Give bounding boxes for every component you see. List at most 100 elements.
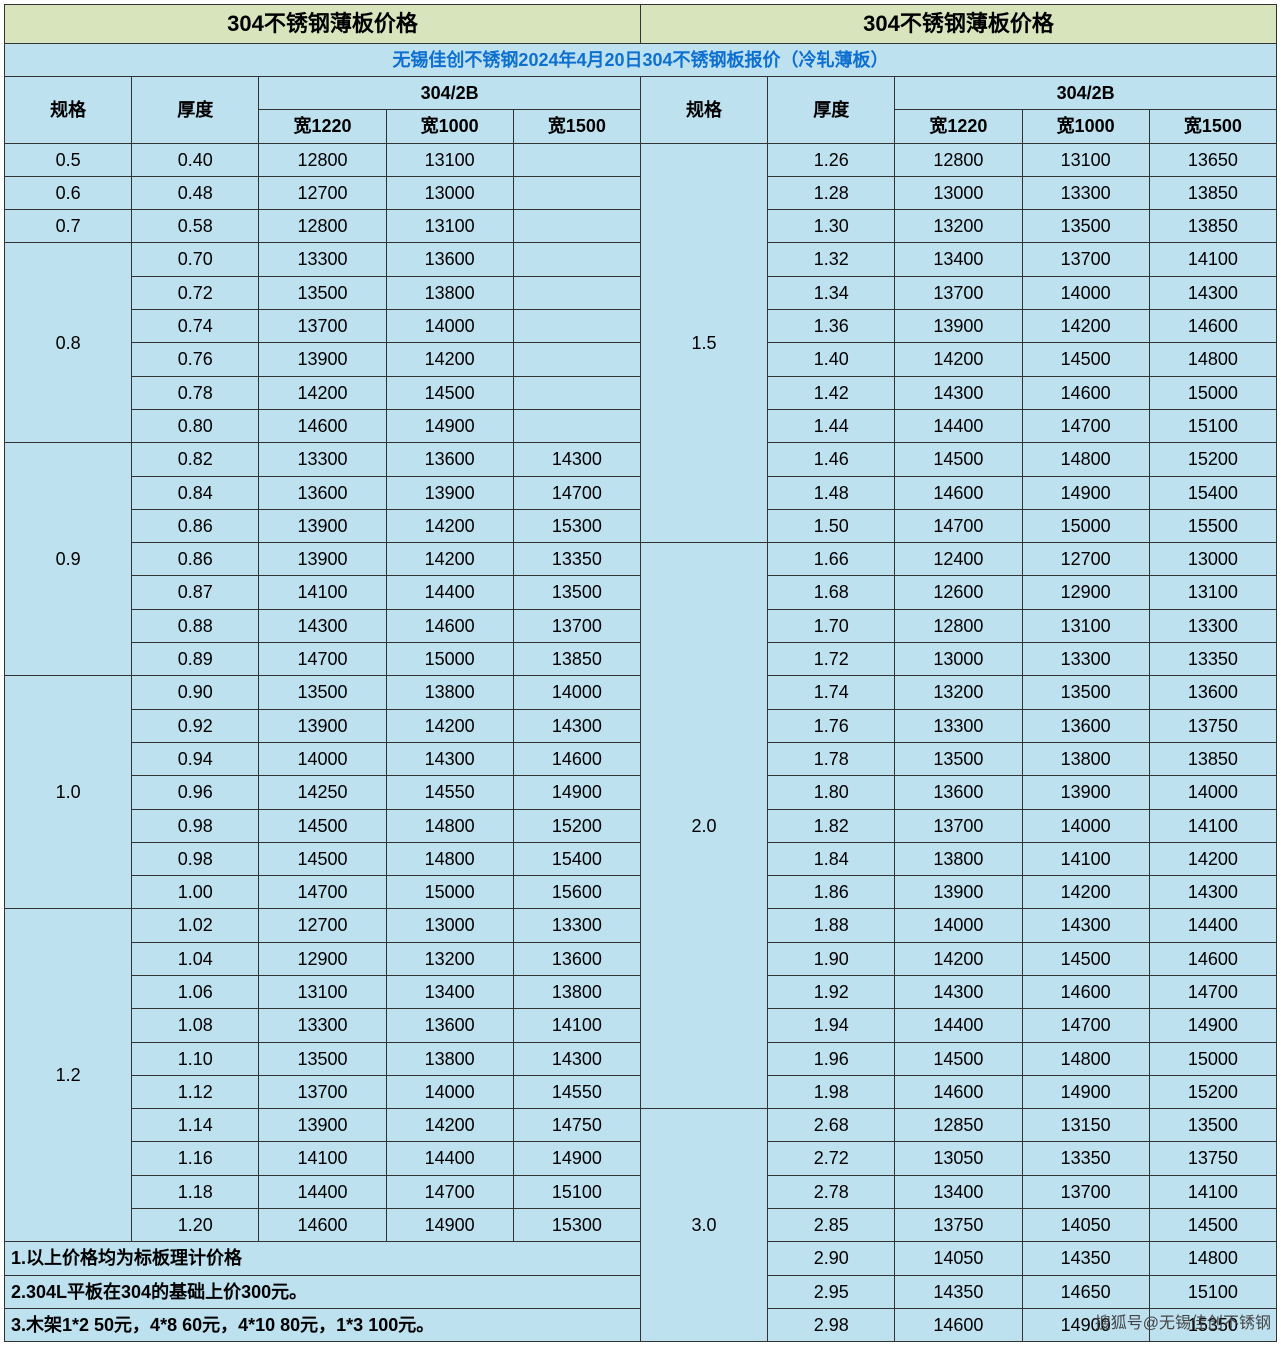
thickness-cell: 0.98 [132,809,259,842]
spec-cell: 0.9 [5,443,132,676]
spec-cell: 0.5 [5,143,132,176]
w1000-cell: 13900 [1022,776,1149,809]
thickness-cell: 0.88 [132,609,259,642]
w1220-cell: 13900 [259,543,386,576]
w1000-cell: 13700 [1022,1175,1149,1208]
w1000-cell: 13600 [386,243,513,276]
w1000-cell: 13100 [1022,143,1149,176]
w1220-cell: 13400 [895,243,1022,276]
w1220-cell: 13200 [895,210,1022,243]
note-row: 1.以上价格均为标板理计价格 [5,1242,641,1275]
spec-cell: 1.5 [640,143,767,543]
thickness-cell: 1.28 [768,176,895,209]
w1000-cell: 13150 [1022,1109,1149,1142]
w1220-cell: 14200 [259,376,386,409]
w1500-cell: 13350 [513,543,640,576]
thickness-cell: 1.74 [768,676,895,709]
spec-cell: 2.0 [640,543,767,1109]
thickness-cell: 1.18 [132,1175,259,1208]
hdr-w1500-left: 宽1500 [513,110,640,143]
w1220-cell: 13200 [895,676,1022,709]
w1220-cell: 13800 [895,842,1022,875]
w1500-cell: 15000 [1149,1042,1276,1075]
hdr-w1220-right: 宽1220 [895,110,1022,143]
thickness-cell: 1.02 [132,909,259,942]
w1500-cell: 15100 [1149,409,1276,442]
w1220-cell: 14600 [259,1209,386,1242]
w1220-cell: 14500 [259,842,386,875]
w1000-cell: 14700 [1022,409,1149,442]
w1220-cell: 13600 [895,776,1022,809]
w1500-cell: 14100 [1149,243,1276,276]
w1000-cell: 14300 [1022,909,1149,942]
w1000-cell: 13300 [1022,176,1149,209]
w1000-cell: 14600 [1022,376,1149,409]
hdr-thickness-left: 厚度 [132,76,259,143]
w1220-cell: 14300 [895,376,1022,409]
w1500-cell: 14700 [513,476,640,509]
thickness-cell: 0.76 [132,343,259,376]
spec-cell: 1.2 [5,909,132,1242]
w1500-cell [513,243,640,276]
w1500-cell: 14800 [1149,1242,1276,1275]
w1220-cell: 14400 [259,1175,386,1208]
price-table: 304不锈钢薄板价格304不锈钢薄板价格无锡佳创不锈钢2024年4月20日304… [4,4,1277,1342]
thickness-cell: 1.94 [768,1009,895,1042]
thickness-cell: 1.86 [768,876,895,909]
hdr-w1000-right: 宽1000 [1022,110,1149,143]
w1000-cell: 14900 [386,409,513,442]
w1500-cell: 14000 [1149,776,1276,809]
thickness-cell: 2.85 [768,1209,895,1242]
w1500-cell [513,409,640,442]
w1000-cell: 12700 [1022,543,1149,576]
w1000-cell: 13600 [386,443,513,476]
w1500-cell: 13800 [513,976,640,1009]
w1500-cell: 15400 [1149,476,1276,509]
source-credit: 搜狐号@无锡佳创不锈钢 [1095,1309,1271,1333]
w1220-cell: 13400 [895,1175,1022,1208]
thickness-cell: 1.42 [768,376,895,409]
w1220-cell: 13000 [895,643,1022,676]
w1000-cell: 14800 [1022,443,1149,476]
w1220-cell: 14700 [259,876,386,909]
w1500-cell: 14600 [513,742,640,775]
w1500-cell: 14100 [1149,1175,1276,1208]
w1500-cell: 15400 [513,842,640,875]
w1500-cell: 15500 [1149,509,1276,542]
hdr-spec-right: 规格 [640,76,767,143]
thickness-cell: 1.70 [768,609,895,642]
w1220-cell: 12850 [895,1109,1022,1142]
thickness-cell: 0.90 [132,676,259,709]
thickness-cell: 0.84 [132,476,259,509]
w1500-cell: 14900 [513,1142,640,1175]
thickness-cell: 2.98 [768,1308,895,1341]
thickness-cell: 0.82 [132,443,259,476]
thickness-cell: 0.40 [132,143,259,176]
thickness-cell: 0.86 [132,509,259,542]
w1000-cell: 15000 [386,876,513,909]
w1000-cell: 13800 [386,276,513,309]
w1220-cell: 14700 [895,509,1022,542]
thickness-cell: 1.32 [768,243,895,276]
w1500-cell: 13500 [1149,1109,1276,1142]
w1500-cell [513,143,640,176]
thickness-cell: 0.80 [132,409,259,442]
thickness-cell: 1.98 [768,1075,895,1108]
w1000-cell: 13600 [1022,709,1149,742]
thickness-cell: 1.08 [132,1009,259,1042]
w1220-cell: 13900 [259,1109,386,1142]
w1220-cell: 12800 [259,210,386,243]
thickness-cell: 0.89 [132,643,259,676]
w1220-cell: 13900 [895,310,1022,343]
w1000-cell: 13600 [386,1009,513,1042]
w1220-cell: 14600 [895,476,1022,509]
w1000-cell: 14500 [1022,942,1149,975]
thickness-cell: 1.50 [768,509,895,542]
w1000-cell: 13700 [1022,243,1149,276]
w1500-cell: 15600 [513,876,640,909]
w1220-cell: 14100 [259,1142,386,1175]
w1000-cell: 13800 [386,676,513,709]
w1500-cell: 14000 [513,676,640,709]
hdr-spec-left: 规格 [5,76,132,143]
w1220-cell: 14200 [895,942,1022,975]
